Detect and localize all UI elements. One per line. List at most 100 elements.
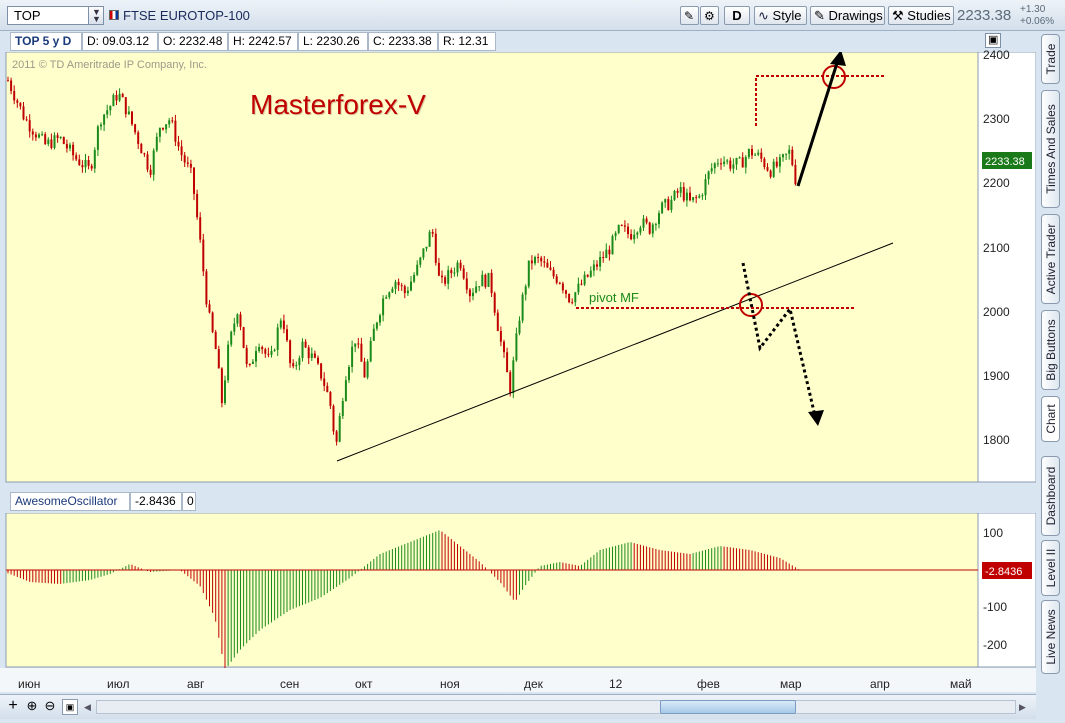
candle-body [633,234,636,240]
candle-body [425,246,428,249]
candle-body [366,361,369,378]
change-abs: +1.30 [1020,4,1046,15]
candle-body [465,278,468,290]
zoom-in-button[interactable]: ⊕ [24,699,40,715]
scroll-left-button[interactable]: ◀ [84,700,96,714]
candle-body [558,282,561,284]
line-chart-icon: ∿ [758,8,769,23]
candle-body [661,202,664,214]
studies-button[interactable]: ⚒ Studies [888,6,954,25]
candle-body [379,315,381,323]
side-tab-dashboard[interactable]: Dashboard [1041,456,1060,536]
side-tab-times-and-sales[interactable]: Times And Sales [1041,90,1060,208]
candle-body [645,218,648,223]
month-aug: авг [187,677,205,691]
candle-body [233,323,236,332]
candle-body [375,322,378,329]
candle-body [580,283,583,285]
candle-body [310,353,313,359]
style-label: Style [772,8,802,23]
candle-body [193,167,195,194]
candle-body [658,213,660,225]
info-high: H: 2242.57 [228,32,298,51]
side-tab-big-buttons[interactable]: Big Buttons [1041,310,1060,390]
symbol-dropdown-button[interactable]: ▼ ▼ [88,6,104,25]
candle-body [118,93,121,101]
candle-body [391,288,394,293]
style-button[interactable]: ∿ Style [754,6,807,25]
candle-body [134,124,137,133]
drawings-button[interactable]: ✎ Drawings [810,6,885,25]
candle-body [611,236,614,255]
candle-body [10,80,13,92]
settings-wrench-button[interactable]: ✎ [680,6,699,25]
candle-body [704,179,707,196]
candle-body [394,281,397,289]
info-study-label[interactable]: TOP 5 y D [10,32,82,51]
candle-body [735,157,738,165]
candle-body [453,272,456,274]
candle-body [487,272,490,287]
symbol-input[interactable]: TOP [7,6,89,25]
tools-button[interactable]: ⚙ [700,6,719,25]
candle-body [565,290,567,294]
top-toolbar [0,0,1065,31]
month-mar: мар [780,677,802,691]
change-pct: +0.06% [1020,16,1055,27]
candle-body [416,264,419,275]
zoom-fit-button[interactable]: ▣ [62,699,78,715]
side-tab-level-ii[interactable]: Level II [1041,540,1060,596]
candle-body [270,350,273,355]
scroll-right-button[interactable]: ▶ [1019,700,1031,714]
info-open: O: 2232.48 [158,32,228,51]
candle-body [667,199,670,210]
candle-body [478,286,481,288]
candle-body [527,260,530,287]
tools-icon: ⚙ [704,9,715,23]
candle-body [177,141,180,147]
candle-body [202,239,205,272]
candle-body [326,385,329,393]
side-tab-chart[interactable]: Chart [1041,396,1060,442]
zoom-out-button[interactable]: ⊖ [42,699,58,715]
horizontal-scrollbar-thumb[interactable] [660,700,796,714]
candle-body [701,195,704,197]
drawings-label: Drawings [828,8,883,23]
candle-body [679,187,682,193]
oscillator-name[interactable]: AwesomeOscillator [10,492,130,511]
candle-body [103,114,106,125]
candle-body [521,294,524,321]
candle-body [25,119,28,121]
candle-body [397,281,400,286]
candle-body [96,126,99,150]
candle-body [372,328,375,341]
candle-body [382,298,385,316]
side-tab-active-trader[interactable]: Active Trader [1041,214,1060,304]
candle-body [515,333,518,361]
candle-body [496,312,499,331]
crosshair-icon: + [8,697,18,714]
candle-body [87,160,90,166]
candle-body [196,193,199,218]
candle-body [239,314,242,328]
zoom-in-icon: ⊕ [26,698,38,713]
time-axis [0,668,1036,692]
price-chart[interactable]: Masterforex-V 2011 © TD Ameritrade IP Co… [0,52,1036,484]
side-tab-label: Dashboard [1043,466,1058,526]
candle-body [276,327,279,350]
aggregation-button[interactable]: D [724,6,750,25]
candle-body [286,329,288,341]
candle-body [413,274,416,282]
info-low: L: 2230.26 [298,32,368,51]
side-tab-live-news[interactable]: Live News [1041,600,1060,674]
horizontal-scrollbar-track[interactable] [96,700,1016,714]
crosshair-button[interactable]: + [5,697,21,715]
oscillator-chart[interactable]: -2.8436 [0,513,1036,668]
chart-settings-icon: ▣ [988,34,999,46]
candle-body [258,346,261,351]
chart-settings-button[interactable]: ▣ [985,33,1001,48]
candle-body [499,330,502,342]
side-tab-trade[interactable]: Trade [1041,34,1060,84]
candle-body [100,124,102,127]
candle-body [292,363,295,367]
